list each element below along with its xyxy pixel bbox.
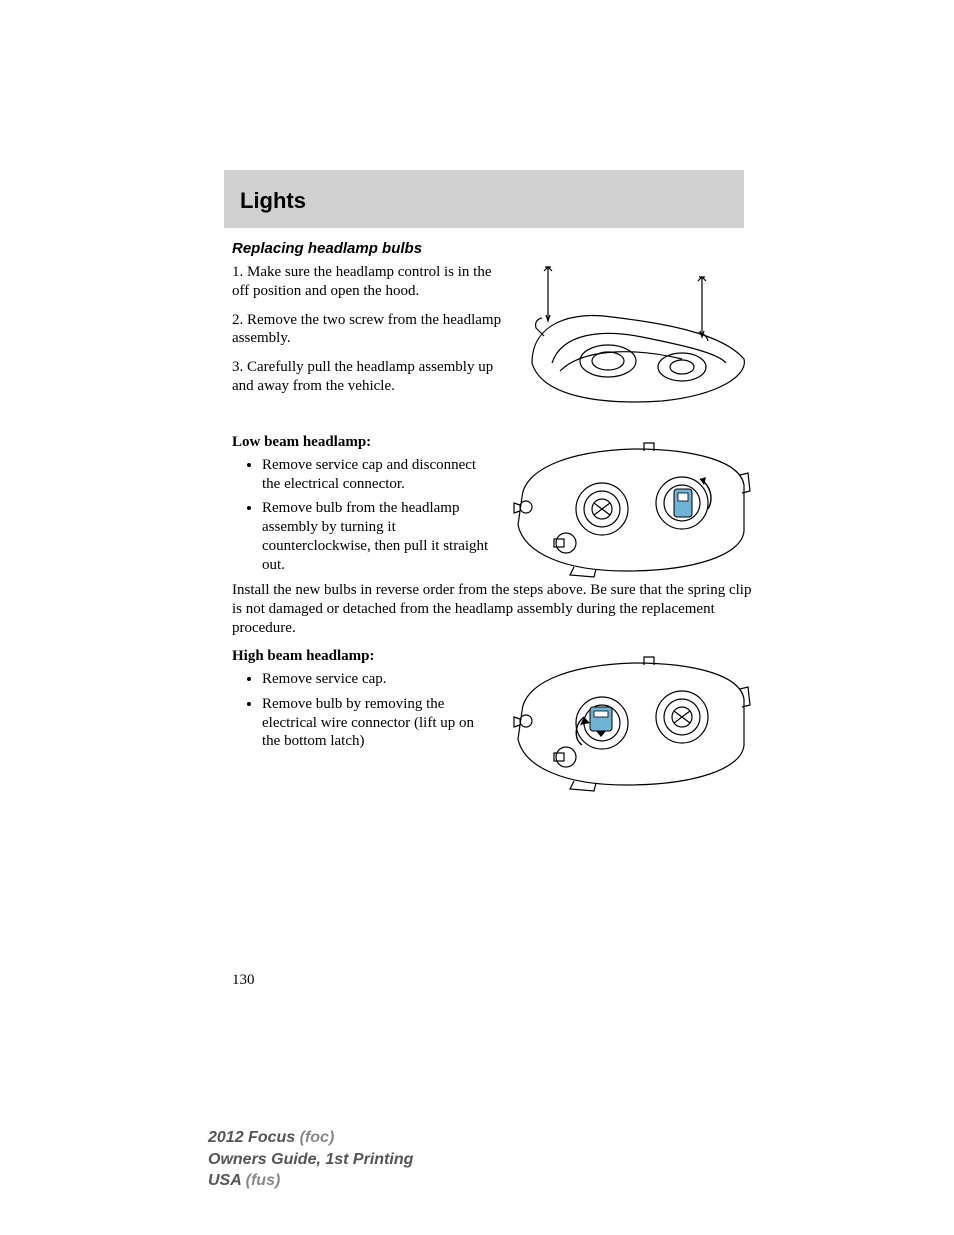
page-number: 130 [232, 972, 255, 989]
footer: 2012 Focus (foc) Owners Guide, 1st Print… [208, 1127, 413, 1192]
low-beam-bullets: Remove service cap and disconnect the el… [232, 456, 494, 575]
footer-line-1: 2012 Focus (foc) [208, 1127, 413, 1149]
steps-column: 1. Make sure the headlamp control is in … [232, 263, 502, 406]
footer-model: 2012 Focus [208, 1129, 300, 1146]
low-beam-label: Low beam headlamp: [232, 433, 494, 452]
high-beam-bullets: Remove service cap. Remove bulb by remov… [232, 670, 494, 751]
footer-model-code: (foc) [300, 1129, 335, 1146]
section-header: Lights [224, 170, 744, 228]
footer-region: USA [208, 1172, 246, 1189]
high-beam-bullet-1: Remove service cap. [262, 670, 494, 689]
footer-region-code: (fus) [246, 1172, 281, 1189]
footer-line-3: USA (fus) [208, 1170, 413, 1192]
headlamp-front-diagram [512, 263, 752, 413]
footer-line-2: Owners Guide, 1st Printing [208, 1149, 413, 1171]
section-title: Lights [240, 188, 728, 214]
step-3: 3. Carefully pull the headlamp assembly … [232, 358, 502, 396]
headlamp-rear-low-diagram [504, 433, 754, 583]
subsection-title: Replacing headlamp bulbs [232, 240, 752, 257]
headlamp-rear-high-diagram [504, 647, 754, 797]
high-beam-label: High beam headlamp: [232, 647, 494, 666]
high-beam-bullet-2: Remove bulb by removing the electrical w… [262, 695, 494, 751]
high-beam-column: High beam headlamp: Remove service cap. … [232, 647, 494, 757]
install-note: Install the new bulbs in reverse order f… [232, 581, 752, 637]
low-beam-column: Low beam headlamp: Remove service cap an… [232, 433, 494, 580]
low-beam-bullet-1: Remove service cap and disconnect the el… [262, 456, 494, 494]
step-1: 1. Make sure the headlamp control is in … [232, 263, 502, 301]
low-beam-bullet-2: Remove bulb from the headlamp assembly b… [262, 499, 494, 574]
step-2: 2. Remove the two screw from the headlam… [232, 311, 502, 349]
